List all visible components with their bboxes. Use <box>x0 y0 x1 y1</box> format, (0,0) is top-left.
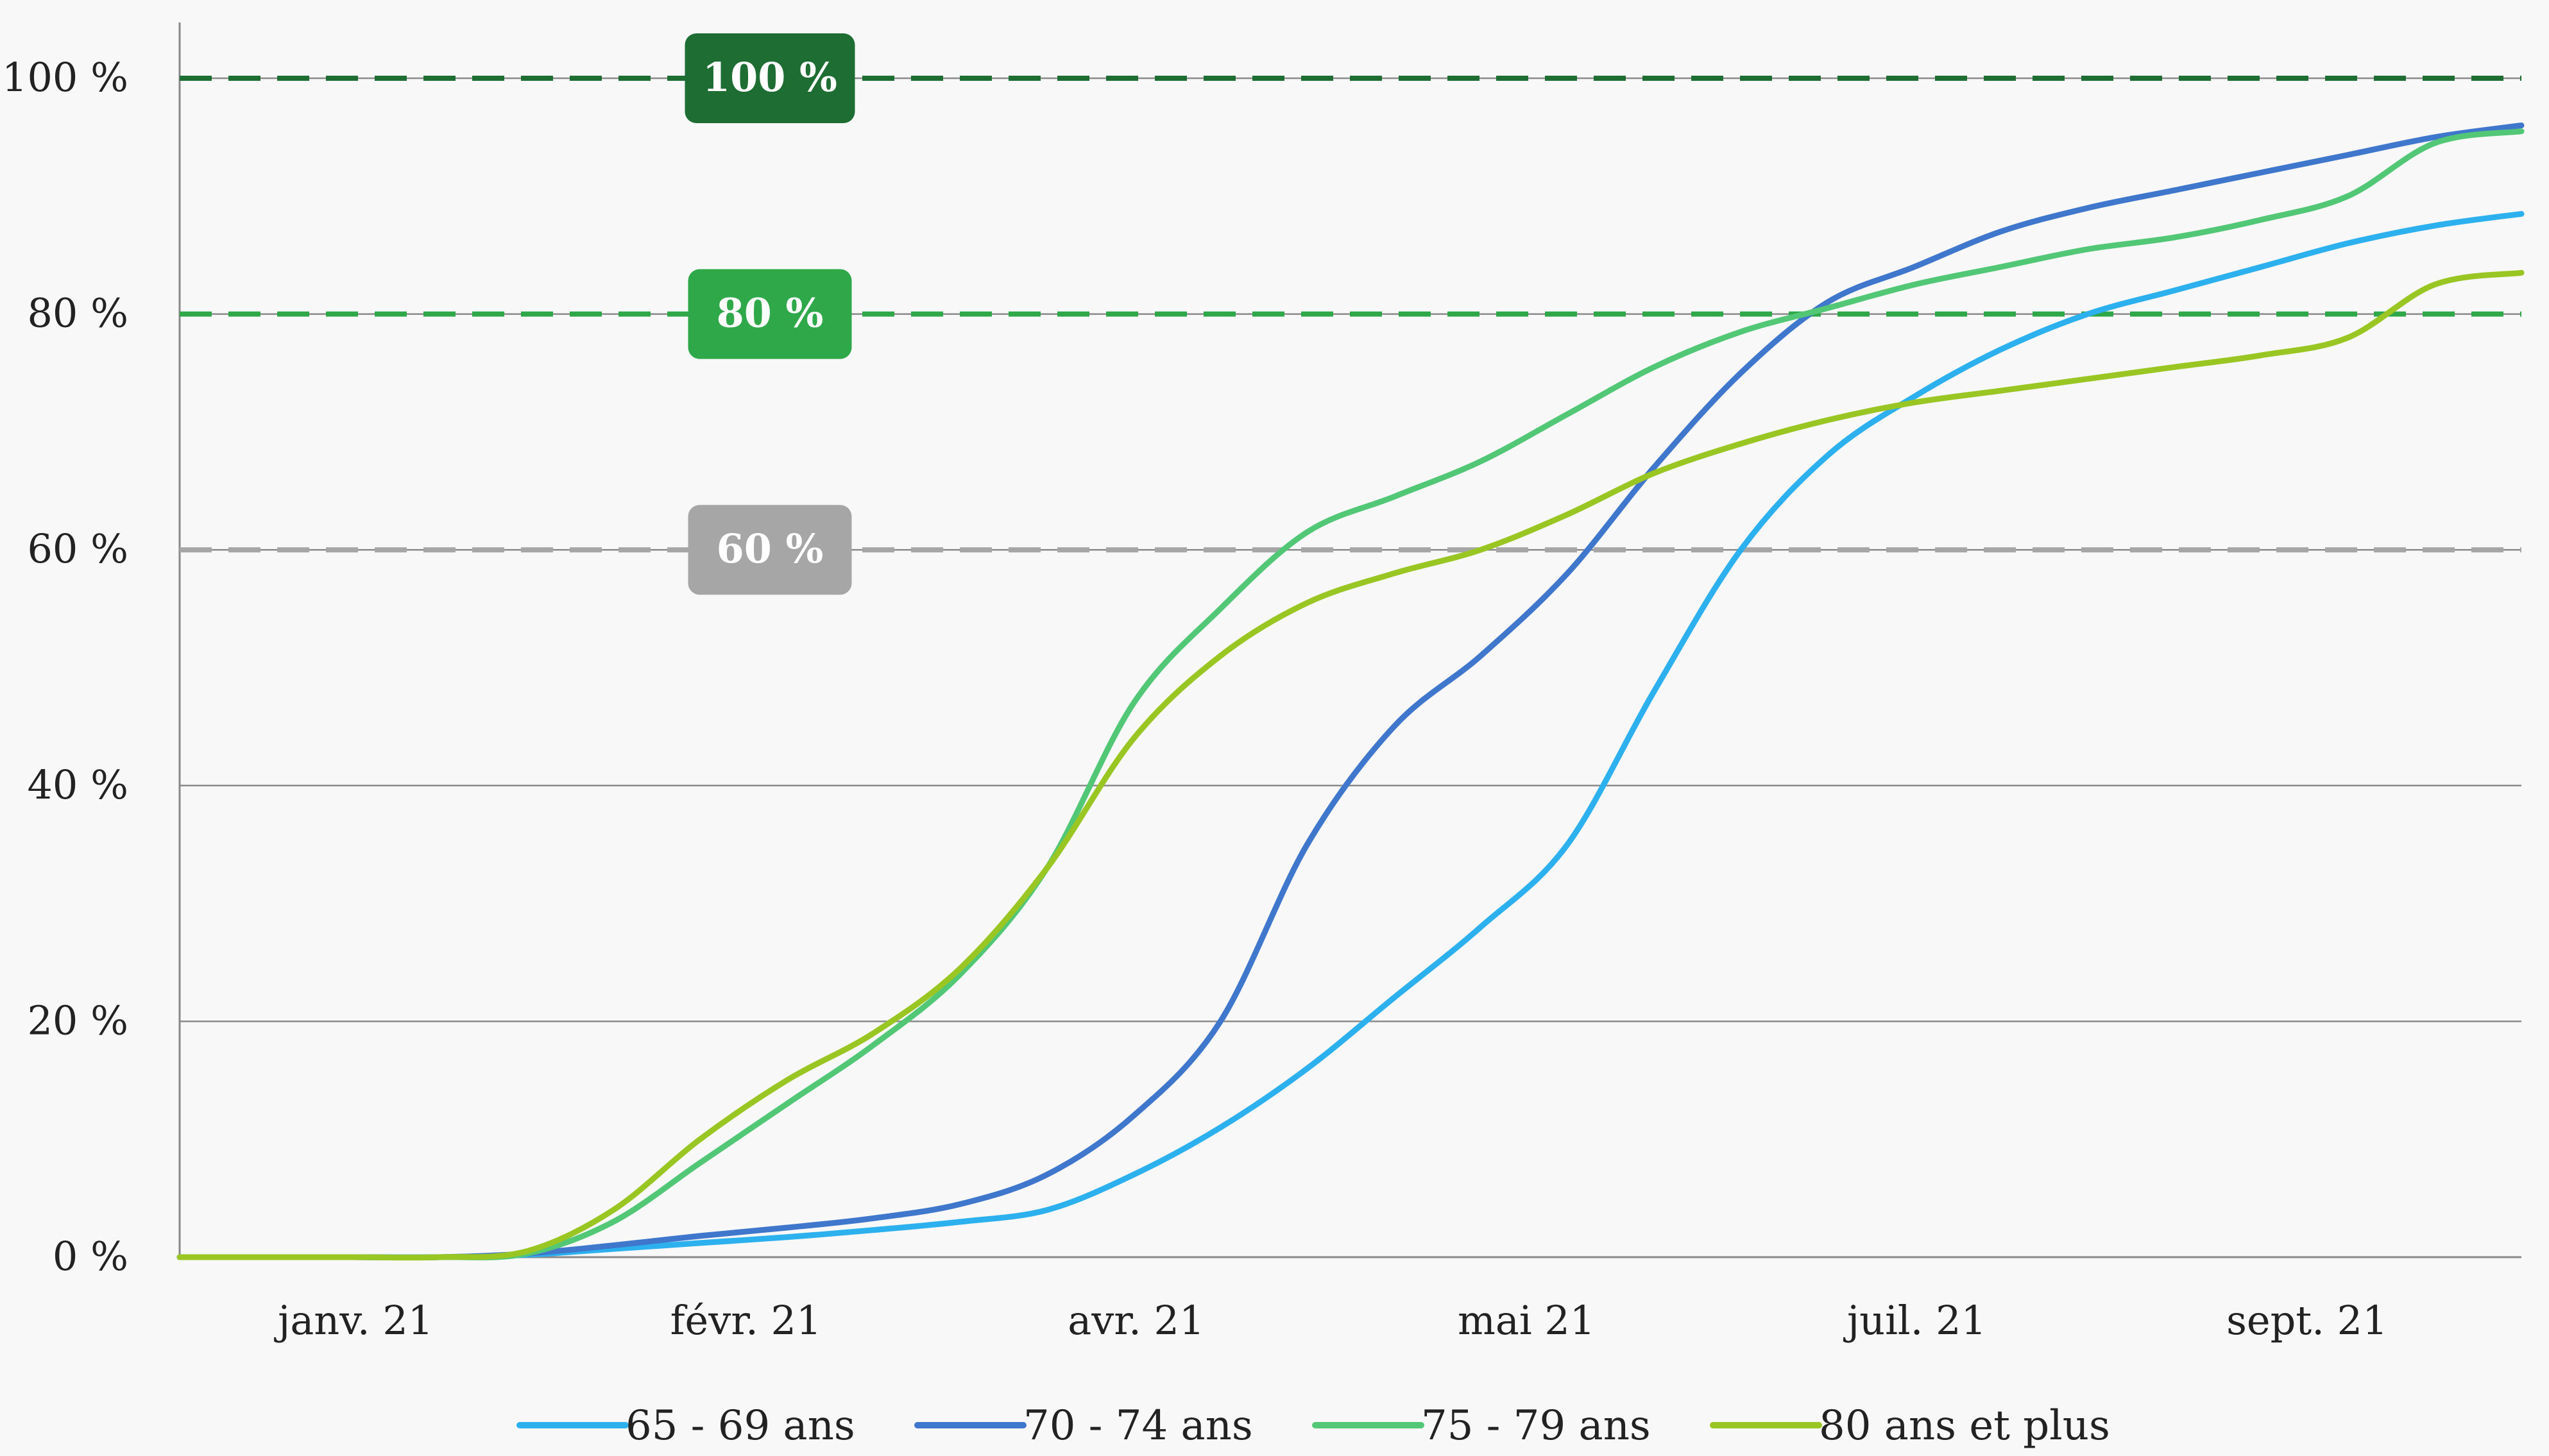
x-tick-label: févr. 21 <box>670 1297 822 1344</box>
legend-label-75-79-ans: 75 - 79 ans <box>1421 1402 1651 1450</box>
x-tick-label: sept. 21 <box>2226 1297 2387 1344</box>
axis-tick-labels: 0 % 20 % 40 % 60 % 80 % 100 % janv. 21 févr. 21… <box>2 54 2388 1344</box>
legend-label-80-ans-et-plus: 80 ans et plus <box>1819 1402 2110 1450</box>
series-lines <box>176 123 2525 1261</box>
series-line-80-ans-et-plus <box>176 269 2525 1261</box>
reference-badge-label: 60 % <box>717 525 824 572</box>
reference-badge-80 <box>688 269 852 359</box>
x-tick-label: mai 21 <box>1458 1297 1595 1344</box>
y-tick-label: 0 % <box>53 1233 128 1280</box>
reference-badge-label: 80 % <box>717 290 824 337</box>
y-tick-label: 20 % <box>27 997 128 1044</box>
series-line-70-74-ans <box>176 123 2525 1260</box>
x-tick-label: juil. 21 <box>1843 1297 1986 1344</box>
y-tick-label: 60 % <box>27 525 128 572</box>
legend: 65 - 69 ans 70 - 74 ans 75 - 79 ans 80 ans … <box>516 1402 2110 1450</box>
y-tick-label: 100 % <box>2 54 128 101</box>
reference-lines: 100 % 80 % 60 % <box>180 33 2521 595</box>
reference-badge-label: 100 % <box>703 54 837 101</box>
legend-label-70-74-ans: 70 - 74 ans <box>1023 1402 1253 1450</box>
series-line-75-79-ans <box>176 128 2525 1260</box>
legend-label-65-69-ans: 65 - 69 ans <box>626 1402 855 1450</box>
reference-badge-60 <box>688 505 852 595</box>
reference-badge-100 <box>685 33 855 123</box>
x-tick-label: avr. 21 <box>1068 1297 1204 1344</box>
y-tick-label: 40 % <box>27 761 128 808</box>
y-tick-label: 80 % <box>27 290 128 337</box>
series-line-65-69-ans <box>176 210 2525 1260</box>
axes <box>178 22 2521 1258</box>
x-tick-label: janv. 21 <box>274 1297 433 1344</box>
